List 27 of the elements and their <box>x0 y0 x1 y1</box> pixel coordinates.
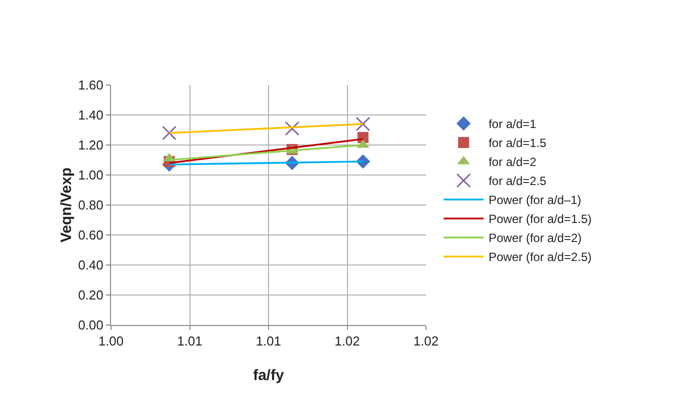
y-axis-title: Veqn/Vexp <box>58 167 75 243</box>
x-axis-title: fa/fy <box>253 367 285 384</box>
y-tick-label: 0.00 <box>78 318 104 333</box>
legend-label: Power (for a/d–1) <box>488 193 582 208</box>
y-tick-label: 1.60 <box>78 78 104 93</box>
point <box>356 116 370 132</box>
legend-label: Power (for a/d=2) <box>488 231 582 246</box>
x-tick-label: 1.02 <box>413 334 439 349</box>
legend-label: for a/d=2 <box>488 155 537 170</box>
legend-label: for a/d=1 <box>488 117 537 132</box>
legend-label: for a/d=1.5 <box>488 136 547 150</box>
point <box>162 126 177 140</box>
legend-label: for a/d=2.5 <box>488 174 547 188</box>
y-tick-label: 1.40 <box>78 108 104 123</box>
y-tick-label: 0.60 <box>78 228 104 243</box>
point <box>284 121 300 136</box>
x-tick-label: 1.00 <box>98 334 124 349</box>
legend-label: Power (for a/d=1.5) <box>488 212 592 226</box>
y-tick-label: 1.20 <box>78 138 104 153</box>
y-tick-label: 0.20 <box>78 288 104 303</box>
y-tick-label: 0.80 <box>78 198 104 213</box>
legend-label: Power (for a/d=2.5) <box>488 250 592 264</box>
x-tick-label: 1.01 <box>256 334 282 349</box>
y-tick-label: 0.40 <box>78 258 104 273</box>
x-tick-label: 1.02 <box>334 334 360 349</box>
y-tick-label: 1.00 <box>78 168 104 183</box>
x-tick-label: 1.01 <box>177 334 202 349</box>
